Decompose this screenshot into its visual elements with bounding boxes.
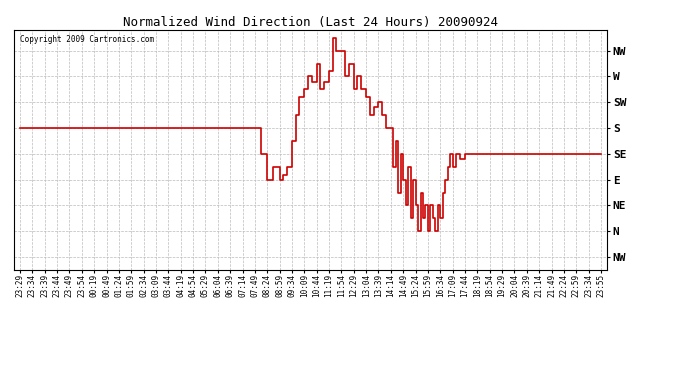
Title: Normalized Wind Direction (Last 24 Hours) 20090924: Normalized Wind Direction (Last 24 Hours…	[123, 16, 498, 29]
Text: Copyright 2009 Cartronics.com: Copyright 2009 Cartronics.com	[20, 35, 154, 44]
